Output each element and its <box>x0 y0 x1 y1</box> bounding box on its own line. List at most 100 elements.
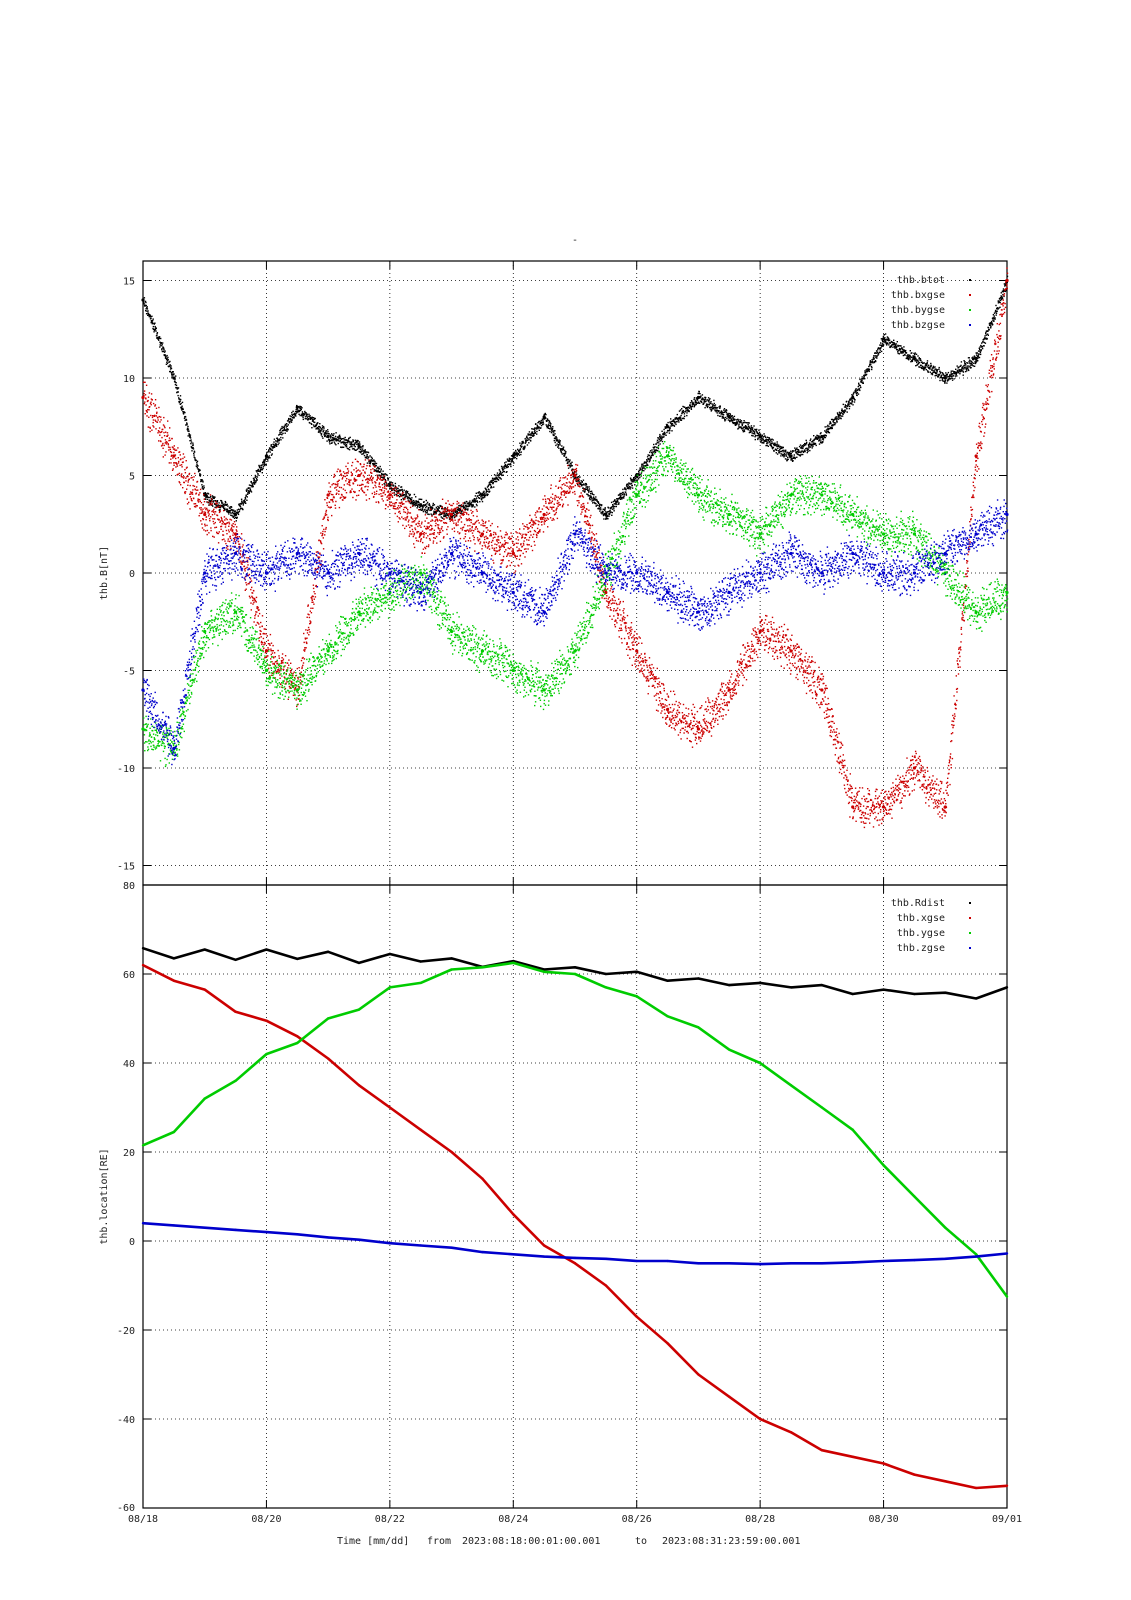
scatter-dot-thb.btot <box>322 427 324 429</box>
scatter-dot-thb.btot <box>960 361 963 363</box>
scatter-dot-thb.btot <box>554 430 556 432</box>
scatter-dot-thb.btot <box>684 410 687 413</box>
scatter-dot-thb.btot <box>383 483 385 485</box>
scatter-dot-thb.btot <box>788 454 790 457</box>
scatter-dot-thb.btot <box>646 460 648 462</box>
scatter-dot-thb.btot <box>374 462 376 464</box>
scatter-dot-thb.btot <box>349 441 352 443</box>
scatter-dot-thb.btot <box>488 483 491 486</box>
scatter-dot-thb.btot <box>681 412 683 414</box>
scatter-dot-thb.btot <box>306 413 308 415</box>
scatter-dot-thb.btot <box>400 489 402 491</box>
scatter-dot-thb.bxgse <box>348 478 350 481</box>
scatter-dot-thb.bxgse <box>329 486 332 488</box>
scatter-dot-thb.btot <box>687 410 689 412</box>
scatter-dot-thb.btot <box>197 468 200 470</box>
scatter-dot-thb.btot <box>772 442 774 444</box>
scatter-dot-thb.bxgse <box>219 520 222 522</box>
scatter-dot-thb.btot <box>724 416 727 419</box>
scatter-dot-thb.btot <box>544 413 546 415</box>
scatter-dot-thb.btot <box>189 436 191 438</box>
scatter-dot-thb.btot <box>373 459 375 461</box>
scatter-dot-thb.bxgse <box>155 420 157 422</box>
series-point-thb.btot <box>511 454 515 458</box>
scatter-dot-thb.bxgse <box>353 479 355 481</box>
scatter-dot-thb.btot <box>683 406 685 408</box>
scatter-dot-thb.btot <box>180 402 182 405</box>
scatter-dot-thb.bxgse <box>178 451 181 453</box>
scatter-dot-thb.btot <box>641 469 644 471</box>
scatter-dot-thb.bxgse <box>295 699 297 701</box>
scatter-dot-thb.bxgse <box>163 444 165 447</box>
scatter-dot-thb.bxgse <box>305 641 308 643</box>
scatter-dot-thb.bxgse <box>262 642 264 644</box>
scatter-dot-thb.btot <box>903 346 905 348</box>
scatter-dot-thb.bxgse <box>303 649 305 651</box>
scatter-dot-thb.btot <box>519 449 521 451</box>
scatter-dot-thb.btot <box>986 337 988 340</box>
scatter-dot-thb.btot <box>318 428 320 430</box>
scatter-dot-thb.btot <box>542 419 544 421</box>
scatter-dot-thb.btot <box>401 495 403 497</box>
scatter-dot-thb.btot <box>716 412 718 414</box>
scatter-dot-thb.bxgse <box>179 482 181 484</box>
scatter-dot-thb.btot <box>873 358 875 360</box>
scatter-dot-thb.btot <box>420 498 423 501</box>
scatter-dot-thb.bxgse <box>193 497 195 500</box>
scatter-dot-thb.btot <box>223 508 226 510</box>
scatter-dot-thb.bxgse <box>322 530 324 533</box>
scatter-dot-thb.btot <box>718 406 720 408</box>
scatter-dot-thb.btot <box>437 510 440 512</box>
scatter-dot-thb.btot <box>851 400 854 403</box>
scatter-dot-thb.btot <box>165 357 167 359</box>
scatter-dot-thb.btot <box>741 423 744 425</box>
scatter-dot-thb.btot <box>835 416 837 418</box>
scatter-dot-thb.bxgse <box>281 653 284 655</box>
scatter-dot-thb.bxgse <box>277 669 279 671</box>
scatter-dot-thb.btot <box>550 423 552 425</box>
scatter-dot-thb.btot <box>559 449 562 451</box>
scatter-dot-thb.btot <box>752 427 754 429</box>
scatter-dot-thb.bxgse <box>268 648 270 651</box>
scatter-dot-thb.btot <box>407 499 409 501</box>
scatter-dot-thb.btot <box>491 486 493 489</box>
scatter-dot-thb.btot <box>571 465 573 467</box>
scatter-dot-thb.bxgse <box>203 501 206 503</box>
scatter-dot-thb.btot <box>380 474 383 476</box>
scatter-dot-thb.btot <box>457 507 460 509</box>
scatter-dot-thb.btot <box>931 373 934 376</box>
scatter-dot-thb.btot <box>540 427 542 429</box>
scatter-dot-thb.btot <box>676 420 678 423</box>
scatter-dot-thb.btot <box>275 444 277 447</box>
scatter-dot-thb.btot <box>837 418 840 420</box>
figure-title: - <box>572 235 578 246</box>
scatter-dot-thb.btot <box>590 496 592 498</box>
scatter-dot-thb.btot <box>395 488 398 490</box>
scatter-dot-thb.btot <box>178 401 181 404</box>
scatter-dot-thb.btot <box>558 447 560 449</box>
scatter-dot-thb.bxgse <box>186 488 188 490</box>
scatter-dot-thb.btot <box>541 423 544 426</box>
scatter-dot-thb.bxgse <box>273 662 275 665</box>
scatter-dot-thb.btot <box>199 474 201 476</box>
scatter-dot-thb.btot <box>514 456 516 459</box>
scatter-dot-thb.bxgse <box>226 522 229 524</box>
scatter-dot-thb.btot <box>348 440 350 442</box>
scatter-dot-thb.bxgse <box>327 516 329 519</box>
scatter-dot-thb.btot <box>182 408 184 410</box>
scatter-dot-thb.btot <box>458 508 460 511</box>
scatter-dot-thb.btot <box>695 403 697 405</box>
scatter-dot-thb.btot <box>515 453 518 456</box>
scatter-dot-thb.bxgse <box>297 676 299 679</box>
scatter-dot-thb.bxgse <box>288 685 291 688</box>
scatter-dot-thb.btot <box>812 443 815 446</box>
scatter-dot-thb.btot <box>516 455 518 457</box>
scatter-dot-thb.btot <box>221 504 224 506</box>
scatter-dot-thb.btot <box>314 425 317 428</box>
scatter-dot-thb.btot <box>510 458 512 460</box>
scatter-dot-thb.btot <box>577 476 580 478</box>
scatter-dot-thb.btot <box>861 382 864 384</box>
scatter-dot-thb.btot <box>684 406 686 408</box>
scatter-dot-thb.btot <box>620 498 622 500</box>
scatter-dot-thb.btot <box>801 450 804 452</box>
